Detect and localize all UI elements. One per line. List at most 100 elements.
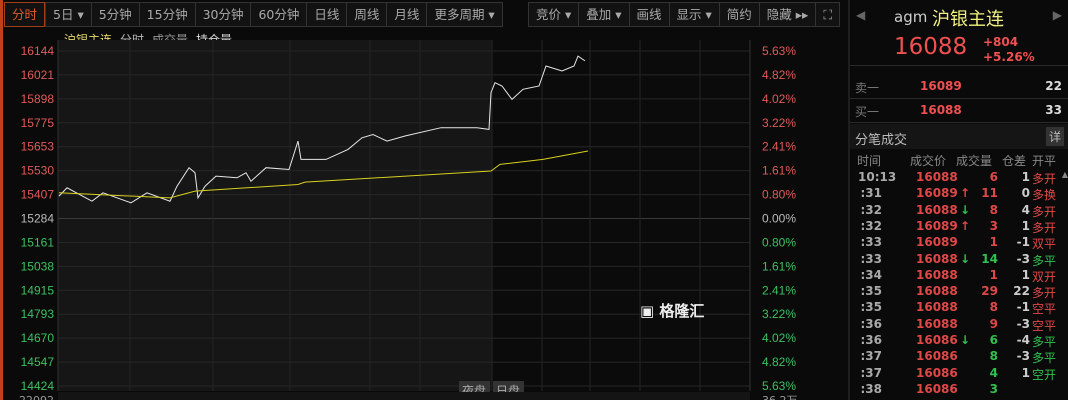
pct-tick-label: 0.00% [762,212,796,226]
panel-divider[interactable] [848,0,850,400]
tick-type: 双开 [1032,269,1057,284]
tick-vol: 1 [989,235,998,250]
pct-tick-label: 4.82% [762,68,796,82]
price-tick-label: 15161 [21,235,55,249]
period-tab[interactable]: 5分钟 [90,2,139,27]
fullscreen-icon[interactable]: ⛶ [815,2,841,27]
average-price-line [58,150,589,199]
tick-time: :36 [860,333,883,347]
pct-tick-label: 2.41% [762,283,796,297]
tick-row: :33 16088 ↓ 14 -3 多平 [850,252,1068,268]
tick-vol: 3 [989,218,998,233]
period-tab[interactable]: 30分钟 [194,2,251,27]
tick-row: :35 16088 29 22 多开 [850,284,1068,300]
ticks-detail-button[interactable]: 详 [1045,127,1064,146]
pct-tick-label: 0.80% [762,188,796,202]
tool-toolbar: 竞价 ▾ 叠加 ▾ 画线 显示 ▾ 简约 隐藏 ▸▸ ⛶ [528,2,841,27]
tick-time: :37 [860,365,883,380]
pct-tick-label: 5.63% [762,379,796,393]
tick-type: 多开 [1032,286,1057,301]
tool-button[interactable]: 隐藏 ▸▸ [758,2,816,27]
period-tab[interactable]: 60分钟 [250,2,307,27]
tick-price: 16086 [916,381,958,396]
tick-price: 16086 [916,333,958,347]
tick-time: :36 [860,316,883,331]
tick-vol: 3 [989,381,998,396]
pct-tick-label: 1.61% [762,259,796,273]
tick-vol: 6 [989,170,998,184]
bid-volume: 33 [1045,103,1062,117]
period-tab[interactable]: 15分钟 [138,2,195,27]
period-tab[interactable]: 分时 [4,2,46,27]
tick-type: 多平 [1032,351,1057,366]
instrument-code: agm [894,8,928,26]
tick-time: :38 [860,381,883,396]
tool-button[interactable]: 竞价 ▾ [528,2,579,27]
tool-button[interactable]: 画线 [628,2,669,27]
ask-row: 卖一 16089 22 [850,75,1068,99]
ticks-columns: 时间 成交价 成交量 仓差 开平 [850,152,1068,168]
price-tick-label: 14793 [21,307,55,321]
tick-oi: -3 [1016,251,1030,266]
active-indicator [0,0,3,400]
period-tab[interactable]: 月线 [386,2,427,27]
bid-row: 买一 16088 33 [850,99,1068,123]
tick-row: :35 16088 8 -1 空平 [850,300,1068,316]
tick-oi: 1 [1021,365,1030,380]
tool-button[interactable]: 简约 [718,2,759,27]
tick-price: 16086 [916,365,958,380]
tick-time: :34 [860,267,883,282]
tick-row: :34 16088 1 1 双开 [850,268,1068,284]
tick-price: 16089 [916,235,958,250]
tick-oi: 1 [1021,218,1030,233]
price-tick-label: 14915 [21,283,55,297]
instrument-name: 沪银主连 [932,9,1004,30]
price-tick-label: 15653 [21,140,55,154]
arrow-up-icon: ↑ [960,186,971,201]
tick-row: 10:13 16088 6 1 多开 [850,170,1068,186]
prev-instrument-icon[interactable]: ◀ [856,8,866,22]
tick-row: :33 16089 1 -1 双平 [850,235,1068,251]
next-instrument-icon[interactable]: ▶ [1052,8,1062,22]
tick-type: 空平 [1032,318,1057,333]
bid-price: 16088 [920,103,962,117]
pct-tick-label: 4.82% [762,355,796,369]
ticks-title: 分笔成交 [855,133,908,148]
price-tick-label: 16144 [21,44,55,58]
tick-row: :37 16086 8 -3 多平 [850,349,1068,365]
tick-row: :32 16088 ↓ 8 4 多开 [850,203,1068,219]
intraday-chart[interactable]: 16144 5.63% 16021 4.82% 15898 4.02% 15775 3.22%… [0,40,848,400]
pct-tick-label: 4.02% [762,92,796,106]
tick-price: 16088 [916,267,958,282]
tick-price: 16089 [916,218,958,233]
tool-button[interactable]: 显示 ▾ [668,2,719,27]
price-tick-label: 14424 [21,379,55,393]
tick-row: :31 16089 ↑ 11 0 多换 [850,186,1068,202]
period-tab[interactable]: 日线 [306,2,347,27]
volume-axis-label: 22092 [19,394,54,400]
tick-type: 多开 [1032,172,1057,186]
tool-button[interactable]: 叠加 ▾ [578,2,629,27]
tick-price: 16088 [916,300,958,315]
scroll-up-icon[interactable]: ▲ [1061,170,1068,179]
period-tab[interactable]: 周线 [346,2,387,27]
pct-tick-label: 3.22% [762,116,796,130]
bid-label: 买一 [855,105,880,119]
period-tab[interactable]: 更多周期 ▾ [426,2,503,27]
price-tick-label: 15530 [21,164,55,178]
tick-type: 双平 [1032,237,1057,252]
tick-oi: 22 [1013,284,1030,299]
col-type: 开平 [1032,154,1057,168]
period-tab[interactable]: 5日 ▾ [45,2,91,27]
pct-tick-label: 0.80% [762,235,796,249]
tick-vol: 6 [989,333,998,347]
arrow-up-icon: ↑ [960,218,971,233]
tick-price: 16088 [916,202,958,217]
pct-tick-label: 1.61% [762,164,796,178]
tick-oi: 1 [1021,267,1030,282]
tick-type: 空开 [1032,367,1057,382]
oi-axis-label: 36.2万 [762,394,798,400]
tick-type: 多平 [1032,253,1057,268]
tick-time: :35 [860,284,883,299]
col-price: 成交价 [910,154,947,168]
